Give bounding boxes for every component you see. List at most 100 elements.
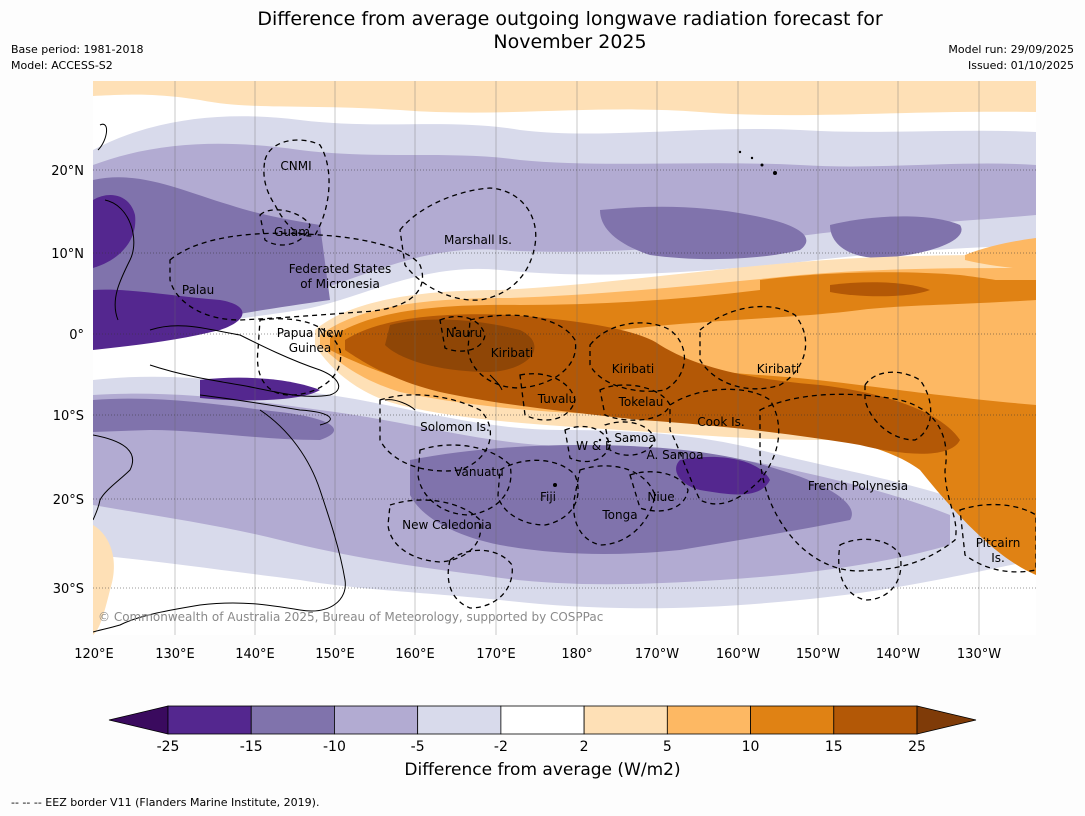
island xyxy=(630,438,634,442)
label-fiji: Fiji xyxy=(540,490,556,504)
lon-tick: 120°E xyxy=(74,647,114,662)
label-vanuatu: Vanuatu xyxy=(454,465,504,479)
label-new-caledonia: New Caledonia xyxy=(402,518,492,532)
coastline xyxy=(489,374,503,391)
islands xyxy=(453,150,777,497)
label-png-2: Guinea xyxy=(289,341,332,355)
colorbar-extend-high xyxy=(916,705,977,735)
label-niue: Niue xyxy=(647,490,674,504)
island xyxy=(653,493,657,497)
label-tuvalu: Tuvalu xyxy=(537,392,577,406)
label-nauru: Nauru xyxy=(446,326,482,340)
colorbar-tick-label: -5 xyxy=(411,739,425,755)
label-cnmi: CNMI xyxy=(280,159,311,173)
lat-tick: 30°S xyxy=(53,582,84,597)
label-asamoa: A. Samoa xyxy=(647,448,704,462)
label-french-polynesia: French Polynesia xyxy=(808,479,908,493)
label-tonga: Tonga xyxy=(601,508,637,522)
eez-border-east xyxy=(864,371,932,441)
model-name: Model: ACCESS-S2 xyxy=(11,59,113,72)
lat-axis: 20°N 10°N 0° 10°S 20°S 30°S xyxy=(51,164,84,597)
island xyxy=(598,438,602,442)
eez-border-vanuatu xyxy=(417,444,512,516)
anomaly-band-north xyxy=(93,81,1036,116)
eez-border-png xyxy=(256,318,342,396)
colorbar-ticks: -25 -15 -10 -5 -2 2 5 10 15 25 xyxy=(157,739,926,755)
lon-tick: 170°W xyxy=(635,647,679,662)
anomaly-core-orange-north-east xyxy=(830,282,930,297)
colorbar-tick-label: -25 xyxy=(157,739,180,755)
label-png-1: Papua New xyxy=(277,326,344,340)
label-fsm-1: Federated States xyxy=(289,262,391,276)
eez-border-kermadec xyxy=(838,538,902,601)
eez-border-tokelau xyxy=(599,384,671,421)
anomaly-band-purple-north-5 xyxy=(830,216,962,258)
lat-tick: 10°S xyxy=(53,409,84,424)
colorbar-segment xyxy=(750,705,835,735)
colorbar-tick-label: 5 xyxy=(663,739,672,755)
eez-border-wf xyxy=(564,425,611,463)
eez-border-kiribati-w xyxy=(467,314,577,389)
eez-border-kiribati-c xyxy=(589,322,686,392)
graticule xyxy=(174,81,980,635)
title-line-2: November 2025 xyxy=(493,31,647,53)
eez-border-niue xyxy=(629,471,689,512)
island xyxy=(750,156,754,160)
lon-tick: 160°W xyxy=(716,647,760,662)
colorbar-tick-label: -2 xyxy=(494,739,508,755)
label-samoa: Samoa xyxy=(614,431,655,445)
colorbar-segment xyxy=(250,705,335,735)
coastline xyxy=(93,409,346,633)
eez-border-cook xyxy=(669,388,780,505)
anomaly-core-purple-west xyxy=(93,289,243,350)
lon-tick: 180° xyxy=(561,647,592,662)
colorbar-tick-label: 15 xyxy=(825,739,843,755)
label-pitcairn-2: Is. xyxy=(991,551,1005,565)
label-fsm-2: of Micronesia xyxy=(300,277,380,291)
label-cook: Cook Is. xyxy=(697,415,744,429)
label-kiribati-e: Kiribati xyxy=(757,362,799,376)
eez-border-nauru xyxy=(439,315,486,352)
anomaly-band-purple-south-3 xyxy=(93,398,335,440)
eez-border-guam xyxy=(259,209,311,246)
coastline xyxy=(199,394,331,426)
island xyxy=(760,163,764,167)
colorbar-segment xyxy=(167,705,252,735)
lon-tick: 130°W xyxy=(957,647,1001,662)
lon-tick: 150°W xyxy=(796,647,840,662)
eez-border-tuvalu xyxy=(519,373,576,421)
eez-border-norfolk xyxy=(447,549,513,609)
colorbar-segment xyxy=(583,705,668,735)
meta-right: Model run: 29/09/2025 Issued: 01/10/2025 xyxy=(948,42,1074,74)
lon-tick: 160°E xyxy=(395,647,435,662)
anomaly-band-orange-east-small xyxy=(965,238,1036,270)
label-guam: Guam xyxy=(274,225,310,239)
lat-tick: 10°N xyxy=(51,247,84,262)
eez-border-cnmi xyxy=(263,139,330,237)
title: Difference from average outgoing longwav… xyxy=(0,8,1085,54)
label-wf: W & F xyxy=(576,439,612,453)
label-tokelau: Tokelau xyxy=(618,395,664,409)
colorbar-tick-label: 2 xyxy=(580,739,589,755)
map-plot-area: © Commonwealth of Australia 2025, Bureau… xyxy=(93,81,1036,635)
coastline xyxy=(97,123,107,151)
colorbar xyxy=(108,705,977,735)
coastline xyxy=(93,434,133,521)
eez-border-marshall xyxy=(399,187,537,301)
label-pitcairn-1: Pitcairn xyxy=(976,536,1021,550)
coastlines xyxy=(93,123,503,633)
colorbar-tick-label: -10 xyxy=(323,739,346,755)
eez-border-kiribati-e xyxy=(699,305,807,390)
island xyxy=(453,326,457,330)
anomaly-core-orange xyxy=(385,319,535,372)
island xyxy=(553,483,557,487)
lon-tick: 140°E xyxy=(235,647,275,662)
model-run: Model run: 29/09/2025 xyxy=(948,43,1074,56)
copyright-text: © Commonwealth of Australia 2025, Bureau… xyxy=(98,610,603,624)
title-line-1: Difference from average outgoing longwav… xyxy=(257,8,883,30)
anomaly-core-purple-south xyxy=(676,456,770,495)
label-marshall: Marshall Is. xyxy=(444,233,512,247)
colorbar-extend-low xyxy=(108,705,169,735)
colorbar-segment xyxy=(500,705,585,735)
